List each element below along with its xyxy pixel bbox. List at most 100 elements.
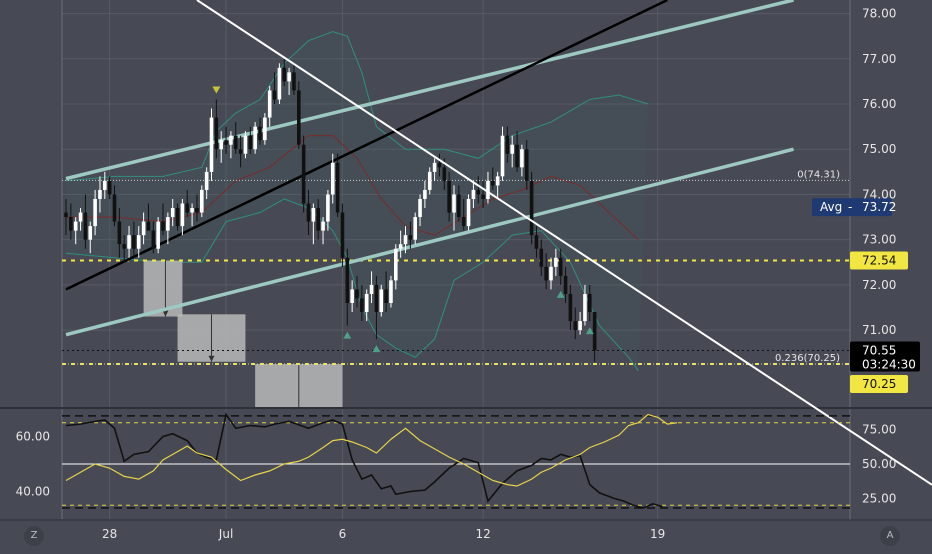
candle-body <box>267 90 272 118</box>
candle-body <box>592 312 597 351</box>
range-box-arrow <box>208 355 215 362</box>
candle-body <box>311 208 316 222</box>
y-tick-label: 72.00 <box>862 278 896 292</box>
candle-body <box>583 293 587 322</box>
candle-body <box>214 117 219 150</box>
candle-body <box>161 221 165 231</box>
level-lower-badge <box>850 375 908 394</box>
candle-body <box>277 67 282 100</box>
level-upper-badge <box>850 251 908 270</box>
candle-body <box>151 230 156 249</box>
auto-scale-button[interactable]: A <box>880 526 900 546</box>
candle-body <box>98 189 102 199</box>
candle-body <box>88 226 93 240</box>
candle-body <box>495 176 500 186</box>
candle-body <box>345 257 350 303</box>
candle-body <box>175 208 180 227</box>
candle-body <box>321 221 325 231</box>
candle-body <box>107 180 112 195</box>
candle-body <box>486 180 490 199</box>
candle-body <box>263 117 267 141</box>
candle-body <box>330 162 335 195</box>
candle-body <box>166 217 170 231</box>
candle-body <box>185 203 190 213</box>
avg-label: Avg <box>820 200 842 214</box>
candle-body <box>524 149 529 181</box>
candle-body <box>340 212 345 258</box>
sell-marker <box>212 86 221 94</box>
candle-body <box>389 280 393 303</box>
candle-body <box>568 293 573 322</box>
y-tick-label: 74.00 <box>862 187 896 201</box>
price-badge <box>850 341 920 372</box>
candle-body <box>146 221 151 231</box>
candle-body <box>301 144 306 204</box>
y-tick-label: 77.00 <box>862 52 896 66</box>
osc-right-tick-label: 75.00 <box>862 423 896 437</box>
buy-marker <box>585 327 594 335</box>
candle-body <box>534 235 539 249</box>
candle-body <box>209 117 214 172</box>
candle-body <box>350 289 354 303</box>
channel-top-line <box>65 0 794 181</box>
candle-body <box>248 135 253 150</box>
candle-body <box>379 289 384 313</box>
level-lower-value: 70.25 <box>862 377 896 391</box>
y-tick-label: 75.00 <box>862 142 896 156</box>
candle-body <box>427 171 432 190</box>
zoom-reset-button[interactable]: Z <box>24 526 44 546</box>
candle-body <box>195 208 199 213</box>
candle-body <box>136 235 141 249</box>
candle-body <box>180 203 185 227</box>
candle-body <box>447 180 451 213</box>
candle-body <box>500 135 505 177</box>
candle-body <box>326 194 330 222</box>
candle-body <box>369 284 374 294</box>
candle-body <box>471 189 476 199</box>
candle-body <box>122 244 126 249</box>
y-tick-label: 71.00 <box>862 323 896 337</box>
candle-body <box>103 180 107 190</box>
osc-right-tick-label: 50.00 <box>862 457 896 471</box>
bar-countdown: 03:24:30 <box>862 357 916 371</box>
candle-body <box>544 266 548 281</box>
candle-body <box>505 135 510 154</box>
x-tick-label: 6 <box>339 527 347 541</box>
candle-body <box>413 217 417 240</box>
candle-body <box>287 72 291 82</box>
candle-body <box>238 149 243 154</box>
candle-body <box>461 217 466 227</box>
range-box-arrow <box>162 310 169 317</box>
candle-body <box>258 126 262 141</box>
white-trend-line <box>196 0 932 486</box>
x-tick-label: 28 <box>102 527 117 541</box>
fib-lower-label: 0.236(70.25) <box>775 353 840 364</box>
candle-body <box>573 321 578 331</box>
candle-body <box>452 194 456 213</box>
candle-body <box>282 67 287 82</box>
candle-body <box>219 140 223 150</box>
candle-body <box>437 162 442 168</box>
candle-body <box>117 221 122 245</box>
candle-body <box>78 212 83 222</box>
candle-body <box>292 72 296 91</box>
x-tick-label: Jul <box>218 527 233 541</box>
y-tick-label: 78.00 <box>862 7 896 21</box>
candle-body <box>360 298 364 313</box>
osc-left-tick-label: 40.00 <box>16 485 50 499</box>
candle-body <box>515 144 519 168</box>
candle-body <box>588 293 592 313</box>
avg-badge <box>812 198 892 217</box>
candle-body <box>316 208 320 231</box>
candle-body <box>156 221 160 249</box>
candle-body <box>93 198 97 227</box>
candle-body <box>127 235 131 249</box>
candle-body <box>418 198 422 218</box>
candle-body <box>204 171 209 190</box>
candle-body <box>83 212 88 240</box>
osc-left-tick-label: 60.00 <box>16 430 50 444</box>
candle-body <box>539 248 544 267</box>
buy-marker <box>372 345 381 353</box>
